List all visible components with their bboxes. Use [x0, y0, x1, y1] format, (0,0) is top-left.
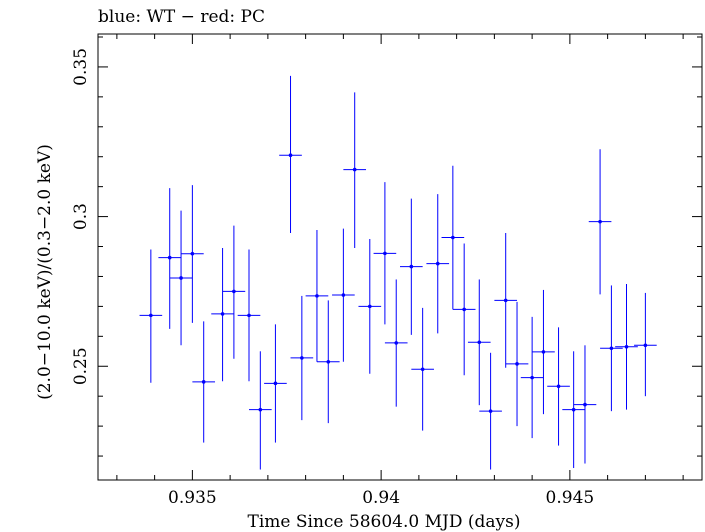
data-point [467, 279, 491, 406]
point-marker [435, 261, 440, 266]
point-marker [530, 375, 534, 380]
data-point [237, 249, 261, 382]
point-marker [300, 356, 304, 360]
data-point [532, 289, 555, 415]
data-points [139, 75, 657, 470]
point-marker [477, 340, 482, 345]
data-point [139, 249, 163, 383]
point-marker [326, 359, 331, 364]
point-marker [643, 343, 648, 348]
point-marker [201, 380, 206, 384]
plot-frame [97, 33, 703, 481]
point-marker [598, 219, 602, 224]
data-point [384, 279, 408, 407]
point-marker [368, 304, 372, 309]
point-marker [571, 407, 576, 412]
point-marker [315, 294, 319, 298]
data-point [441, 165, 465, 310]
point-marker [383, 251, 387, 256]
point-marker [409, 264, 414, 269]
data-point [358, 239, 382, 374]
point-marker [420, 367, 425, 372]
data-point [181, 185, 204, 323]
data-point [562, 351, 585, 469]
point-marker [624, 344, 629, 349]
point-marker [556, 384, 561, 389]
data-point [290, 295, 314, 421]
point-marker [341, 293, 346, 297]
axis-tick-labels: 0.935 0.94 0.945 0.25 0.3 0.35 [71, 48, 594, 508]
data-point [400, 198, 423, 335]
data-point [192, 321, 216, 443]
point-marker [258, 407, 263, 412]
data-point [316, 300, 340, 424]
chart-title: blue: WT − red: PC [98, 7, 265, 27]
point-marker [273, 381, 278, 386]
data-point [343, 92, 367, 249]
data-point [452, 243, 476, 376]
data-point [615, 283, 638, 410]
point-marker [247, 313, 251, 318]
point-marker [220, 312, 225, 316]
data-point [600, 285, 623, 412]
y-axis-label: (2.0−10.0 keV)/(0.3−2.0 keV) [35, 144, 55, 400]
data-point [249, 351, 272, 470]
data-point [426, 194, 450, 334]
data-point [169, 210, 193, 346]
point-marker [179, 276, 183, 280]
point-marker [503, 298, 508, 303]
point-marker [149, 313, 153, 318]
x-axis-label: Time Since 58604.0 MJD (days) [248, 512, 521, 532]
data-point [158, 188, 182, 329]
point-marker [462, 307, 466, 312]
data-point [411, 307, 434, 431]
point-marker [190, 251, 195, 256]
data-point [634, 292, 657, 397]
x-tick-label: 0.94 [362, 488, 400, 508]
data-point [373, 182, 397, 325]
x-tick-label: 0.935 [168, 488, 217, 508]
point-marker [232, 289, 236, 294]
data-point [547, 327, 570, 446]
data-point [211, 248, 234, 382]
data-point [505, 301, 529, 427]
data-point [264, 324, 287, 443]
point-marker [488, 409, 493, 413]
data-point [279, 75, 302, 234]
point-marker [515, 362, 519, 366]
y-tick-label: 0.25 [71, 347, 91, 385]
data-point [222, 225, 246, 359]
y-tick-label: 0.3 [71, 203, 91, 230]
axis-ticks [98, 34, 702, 480]
point-marker [394, 341, 399, 345]
data-point [305, 230, 329, 362]
data-point [588, 149, 612, 295]
data-point [332, 228, 355, 362]
point-marker [451, 235, 455, 240]
point-marker [583, 402, 587, 407]
data-point [479, 352, 502, 470]
point-marker [288, 153, 293, 158]
data-point [520, 316, 544, 439]
point-marker [609, 346, 614, 351]
point-marker [167, 255, 172, 260]
point-marker [541, 350, 546, 354]
point-marker [352, 167, 357, 172]
y-tick-label: 0.35 [71, 48, 91, 86]
data-point [573, 345, 597, 464]
x-tick-label: 0.945 [546, 488, 595, 508]
data-point [494, 233, 518, 368]
